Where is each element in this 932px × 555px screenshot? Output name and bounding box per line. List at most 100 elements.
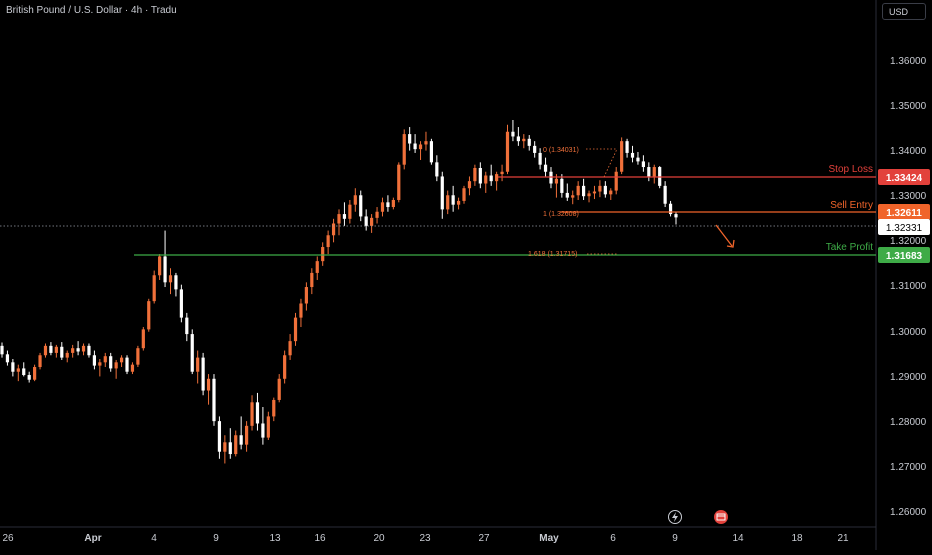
- candle-body[interactable]: [456, 200, 461, 205]
- candle-body[interactable]: [179, 289, 183, 318]
- candle-body[interactable]: [326, 235, 330, 248]
- candle-body[interactable]: [609, 190, 613, 195]
- current-price-badge[interactable]: [878, 219, 930, 235]
- candle-body[interactable]: [505, 131, 510, 172]
- candle-body[interactable]: [581, 185, 586, 197]
- candle-body[interactable]: [337, 214, 341, 224]
- candle-body[interactable]: [386, 202, 390, 208]
- candle-body[interactable]: [239, 435, 243, 445]
- candle-body[interactable]: [592, 191, 597, 194]
- price-axis[interactable]: 1.36000 1.35000 1.34000 1.33000 1.32000 …: [890, 56, 927, 518]
- candle-body[interactable]: [647, 167, 651, 177]
- candle-body[interactable]: [5, 354, 10, 363]
- candle-body[interactable]: [516, 136, 520, 142]
- candle-body[interactable]: [533, 145, 537, 153]
- candle-body[interactable]: [217, 421, 222, 452]
- candle-body[interactable]: [201, 357, 205, 391]
- candle-body[interactable]: [614, 171, 618, 191]
- candle-body[interactable]: [598, 185, 602, 192]
- candle-body[interactable]: [38, 355, 42, 368]
- candle-body[interactable]: [527, 138, 531, 146]
- candle-body[interactable]: [424, 141, 428, 145]
- candle-body[interactable]: [364, 216, 368, 226]
- candle-body[interactable]: [359, 195, 363, 217]
- candle-body[interactable]: [429, 141, 434, 163]
- candle-body[interactable]: [206, 378, 211, 391]
- candle-body[interactable]: [293, 317, 298, 342]
- candle-body[interactable]: [43, 345, 48, 356]
- candle-body[interactable]: [473, 167, 477, 182]
- candle-body[interactable]: [620, 141, 624, 172]
- sell-entry-price-badge[interactable]: [878, 204, 930, 220]
- candle-body[interactable]: [0, 345, 4, 355]
- candle-body[interactable]: [288, 341, 292, 356]
- candle-body[interactable]: [321, 247, 325, 262]
- candle-body[interactable]: [190, 334, 194, 372]
- candle-body[interactable]: [668, 203, 673, 215]
- candle-body[interactable]: [261, 423, 265, 438]
- candle-body[interactable]: [136, 348, 140, 365]
- candle-body[interactable]: [500, 171, 504, 175]
- candle-body[interactable]: [119, 357, 124, 363]
- candle-body[interactable]: [397, 164, 401, 200]
- candle-body[interactable]: [652, 167, 656, 177]
- candle-body[interactable]: [370, 217, 374, 226]
- candle-body[interactable]: [11, 362, 15, 372]
- candle-body[interactable]: [147, 301, 151, 330]
- candle-body[interactable]: [152, 275, 156, 302]
- candle-body[interactable]: [571, 195, 575, 198]
- candle-body[interactable]: [380, 202, 385, 212]
- candle-body[interactable]: [250, 402, 254, 426]
- candle-body[interactable]: [234, 435, 238, 455]
- candle-body[interactable]: [674, 214, 678, 218]
- candle-body[interactable]: [223, 442, 227, 452]
- candle-body[interactable]: [33, 367, 37, 380]
- candle-body[interactable]: [255, 402, 260, 424]
- candle-body[interactable]: [76, 348, 80, 352]
- candle-body[interactable]: [543, 164, 548, 172]
- candle-body[interactable]: [331, 223, 336, 236]
- candle-body[interactable]: [565, 192, 569, 198]
- candle-body[interactable]: [196, 357, 200, 372]
- candle-body[interactable]: [71, 348, 75, 353]
- stop-loss-price-badge[interactable]: [878, 169, 930, 185]
- candle-body[interactable]: [549, 171, 553, 184]
- candle-body[interactable]: [495, 174, 499, 182]
- candle-body[interactable]: [174, 275, 178, 290]
- candle-body[interactable]: [663, 185, 667, 204]
- candle-body[interactable]: [141, 329, 145, 349]
- candle-body[interactable]: [342, 214, 347, 219]
- candle-body[interactable]: [163, 256, 167, 283]
- candle-body[interactable]: [489, 175, 493, 182]
- currency-selector[interactable]: USD: [882, 3, 926, 20]
- candle-body[interactable]: [625, 141, 629, 153]
- candle-body[interactable]: [560, 178, 564, 193]
- candle-body[interactable]: [228, 442, 232, 455]
- candle-body[interactable]: [641, 161, 645, 168]
- candle-body[interactable]: [478, 167, 482, 184]
- candle-body[interactable]: [158, 256, 162, 276]
- candle-body[interactable]: [451, 195, 455, 205]
- candle-body[interactable]: [266, 416, 270, 438]
- candle-body[interactable]: [277, 378, 281, 400]
- candle-body[interactable]: [310, 272, 314, 288]
- lightning-icon[interactable]: [668, 510, 682, 524]
- candle-body[interactable]: [587, 193, 591, 197]
- time-axis[interactable]: 26 Apr 4 9 13 16 20 23 27 May 6 9 14 18 …: [2, 533, 849, 544]
- candle-body[interactable]: [98, 362, 102, 366]
- candle-body[interactable]: [92, 355, 97, 366]
- candle-body[interactable]: [87, 345, 91, 356]
- candle-body[interactable]: [27, 375, 31, 380]
- candle-body[interactable]: [49, 345, 53, 353]
- candle-body[interactable]: [348, 204, 352, 219]
- calendar-event-icon[interactable]: [714, 510, 728, 524]
- candle-body[interactable]: [109, 356, 113, 369]
- candle-body[interactable]: [114, 362, 118, 369]
- candle-body[interactable]: [54, 346, 58, 353]
- candle-body[interactable]: [484, 175, 488, 184]
- candle-body[interactable]: [576, 185, 580, 196]
- candle-body[interactable]: [185, 317, 189, 335]
- candle-body[interactable]: [272, 399, 276, 417]
